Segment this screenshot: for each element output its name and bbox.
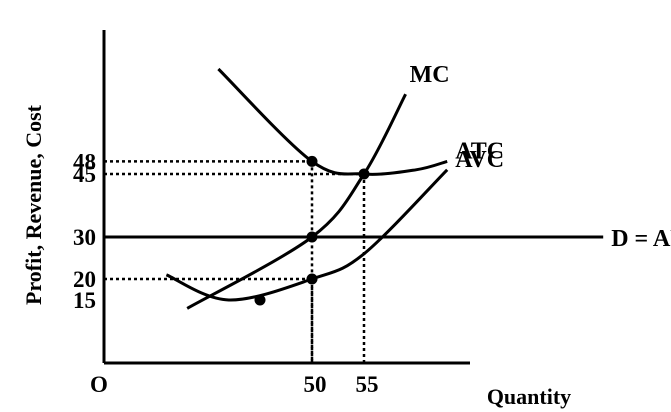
y-axis-title: Profit, Revenue, Cost — [21, 104, 46, 305]
data-point — [358, 168, 370, 180]
data-point — [306, 155, 318, 167]
intersection-points — [254, 155, 370, 306]
curve-mc — [186, 93, 407, 310]
y-tick-label: 48 — [73, 149, 96, 174]
x-tick-label: 55 — [356, 372, 379, 397]
x-tick-label: 50 — [304, 372, 327, 397]
x-axis-title: Quantity — [487, 384, 571, 409]
curve-label-avc: AVC — [455, 147, 504, 173]
axes — [102, 30, 470, 365]
curve-label-mc: MC — [410, 62, 450, 88]
curve-label-atc: ATC — [455, 138, 504, 164]
labels: Profit, Revenue, Cost Quantity O MC ATCAV… — [21, 62, 671, 409]
curve-label-d-ar: D = AR — [611, 226, 671, 252]
data-point — [306, 231, 318, 243]
y-tick-label: 30 — [73, 225, 96, 250]
y-tick-label: 45 — [73, 162, 96, 187]
guide-lines — [104, 160, 366, 363]
origin-label: O — [90, 372, 108, 397]
y-tick-label: 15 — [73, 288, 96, 313]
y-tick-label: 20 — [73, 267, 96, 292]
data-point — [306, 273, 318, 285]
curve-atc — [217, 67, 448, 176]
data-point — [254, 294, 266, 306]
curves — [104, 67, 604, 310]
